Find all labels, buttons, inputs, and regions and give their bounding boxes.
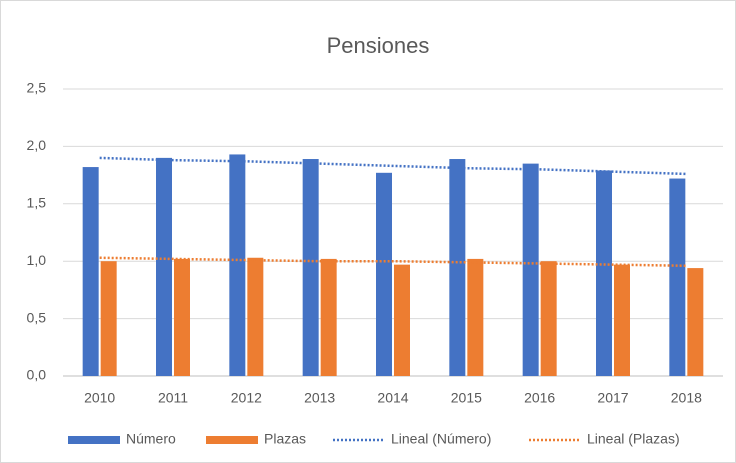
- chart-title: Pensiones: [327, 33, 430, 58]
- bar: [596, 170, 612, 376]
- bar: [229, 154, 246, 376]
- x-tick-label: 2014: [377, 390, 408, 406]
- y-tick-label: 0,5: [27, 309, 47, 325]
- legend-swatch: [68, 436, 120, 444]
- x-tick-label: 2010: [84, 390, 115, 406]
- bar: [540, 261, 557, 376]
- bar: [522, 163, 539, 376]
- bar: [100, 261, 117, 376]
- legend-label: Lineal (Plazas): [587, 431, 680, 447]
- y-tick-label: 2,0: [27, 137, 47, 153]
- x-tick-label: 2011: [158, 390, 188, 406]
- x-tick-label: 2013: [304, 390, 335, 406]
- trend-line: [99, 156, 687, 176]
- bar: [376, 172, 392, 376]
- x-tick-label: 2015: [451, 390, 482, 406]
- bar: [669, 178, 686, 376]
- y-tick-label: 1,0: [27, 252, 47, 268]
- trend-line: [99, 256, 687, 268]
- legend-label: Número: [126, 431, 176, 447]
- legend-swatch: [206, 436, 258, 444]
- bar: [156, 157, 172, 376]
- y-tick-label: 0,0: [27, 367, 47, 383]
- bar: [320, 258, 337, 376]
- x-tick-label: 2017: [597, 390, 628, 406]
- bar: [82, 167, 99, 376]
- x-tick-label: 2016: [524, 390, 555, 406]
- y-tick-label: 1,5: [27, 195, 47, 211]
- bar: [302, 159, 319, 376]
- bar: [174, 258, 190, 376]
- bar: [614, 264, 630, 376]
- bar: [687, 268, 704, 376]
- y-tick-label: 2,5: [27, 80, 47, 96]
- x-tick-label: 2012: [231, 390, 262, 406]
- bar: [467, 258, 484, 376]
- bar: [449, 159, 466, 376]
- bar: [247, 257, 264, 376]
- x-tick-label: 2018: [671, 390, 702, 406]
- legend-label: Plazas: [264, 431, 306, 447]
- legend-label: Lineal (Número): [391, 431, 491, 447]
- bar: [394, 264, 410, 376]
